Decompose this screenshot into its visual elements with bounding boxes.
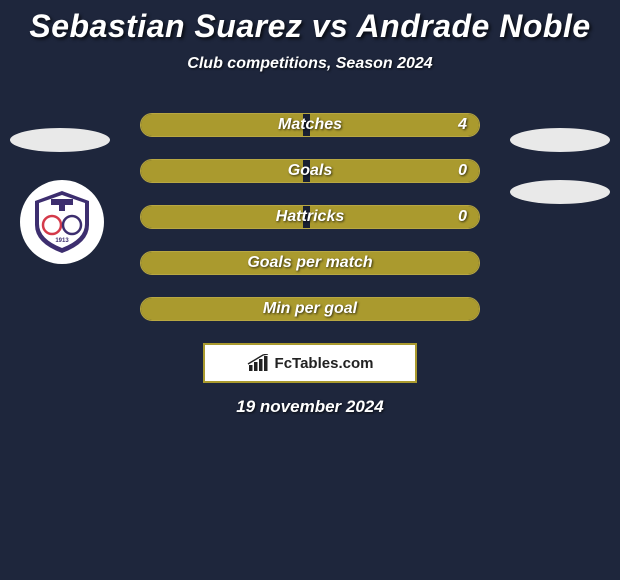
stat-bar: Goals per match [140,251,480,275]
stat-bar: Matches 4 [140,113,480,137]
stat-row: Hattricks 0 [0,205,620,229]
brand-text: FcTables.com [275,355,374,372]
stat-value: 0 [458,162,467,180]
brand-footer: FcTables.com [203,343,417,383]
stat-value: 0 [458,208,467,226]
stat-row: Min per goal [0,297,620,321]
stat-row: Matches 4 [0,113,620,137]
stat-row: Goals 0 [0,159,620,183]
chart-icon [247,354,269,372]
stat-label: Goals [288,162,332,180]
stat-value: 4 [458,116,467,134]
stat-bar: Min per goal [140,297,480,321]
subtitle: Club competitions, Season 2024 [0,55,620,73]
stat-label: Goals per match [247,254,372,272]
stat-label: Min per goal [263,300,357,318]
stat-bar: Hattricks 0 [140,205,480,229]
footer-date: 19 november 2024 [0,397,620,417]
stat-label: Matches [278,116,342,134]
stat-label: Hattricks [276,208,344,226]
page-title: Sebastian Suarez vs Andrade Noble [0,8,620,45]
stat-row: Goals per match [0,251,620,275]
stat-bar: Goals 0 [140,159,480,183]
